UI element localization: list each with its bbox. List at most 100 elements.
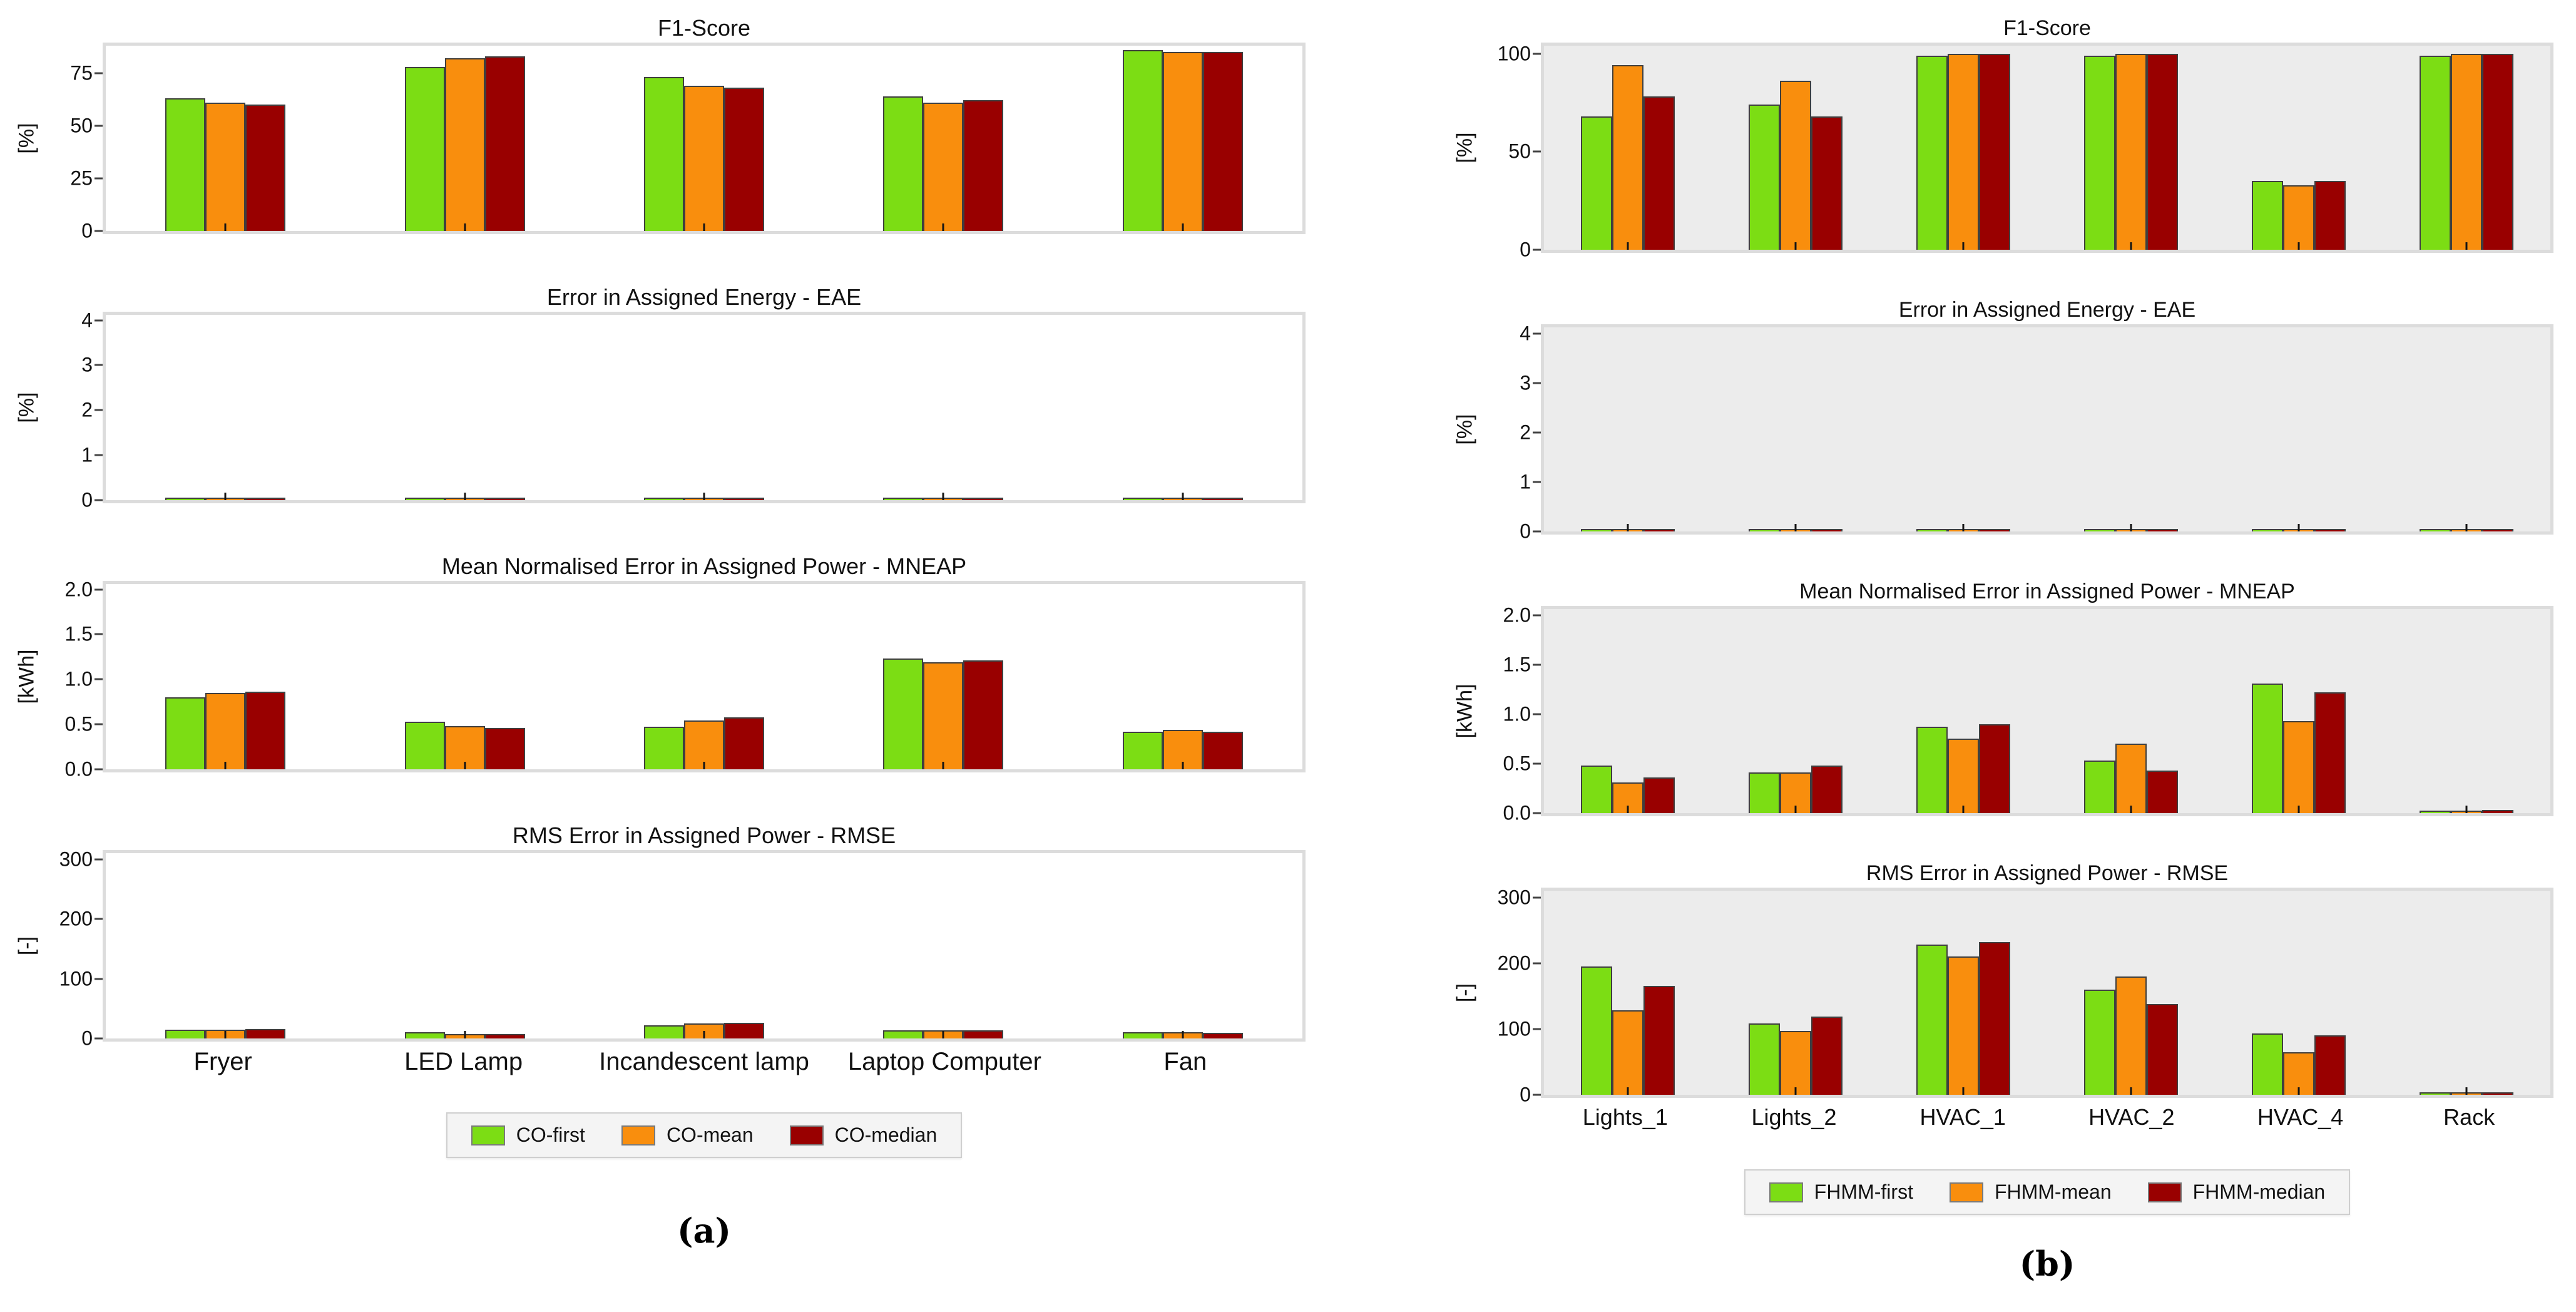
charts-a: F1-Score [%] 0 25 50 75 Error in Assigned Ener… xyxy=(9,14,1306,1076)
y-tick-label: 2.0 xyxy=(64,578,93,601)
bar-FHMM-first xyxy=(2252,1033,2283,1095)
x-tick-mark xyxy=(1182,762,1184,769)
y-tick-label: 50 xyxy=(70,114,93,137)
chart-title: Mean Normalised Error in Assigned Power … xyxy=(441,553,967,579)
bar-FHMM-median xyxy=(2314,1035,2346,1095)
y-tick-label: 0.5 xyxy=(1503,752,1531,775)
x-tick-mark xyxy=(1962,806,1965,813)
y-axis-label: [%] xyxy=(14,123,39,154)
bar-group xyxy=(585,853,824,1038)
x-tick-label: Rack xyxy=(2443,1104,2495,1130)
legend-label: FHMM-mean xyxy=(1994,1181,2112,1203)
x-tick-mark xyxy=(2130,806,2132,813)
chart-a-1: Error in Assigned Energy - EAE [%] 0 1 2 3 4 xyxy=(9,283,1306,511)
y-tick-label: 50 xyxy=(1508,140,1531,163)
y-axis-label: [-] xyxy=(1453,983,1477,1003)
y-tick-label: 75 xyxy=(70,61,93,85)
y-tick-mark xyxy=(1533,713,1541,715)
y-tick-mark xyxy=(1533,762,1541,765)
x-tick-mark xyxy=(1794,1087,1797,1095)
legend-item: FHMM-median xyxy=(2147,1181,2325,1204)
chart-title: F1-Score xyxy=(2003,16,2091,40)
bar-CO-median xyxy=(245,692,286,769)
x-tick-mark xyxy=(224,223,227,231)
x-tick-mark xyxy=(2465,524,2468,531)
bar-group xyxy=(1879,609,2047,813)
chart-body: [%] 0 50 100 xyxy=(1447,42,2553,261)
bar-FHMM-first xyxy=(2084,529,2115,531)
legend-label: CO-first xyxy=(516,1124,585,1146)
bar-CO-mean xyxy=(923,662,964,769)
bar-group xyxy=(345,46,584,231)
chart-body: [%] 0 1 2 3 4 xyxy=(1447,322,2553,543)
chart-body: [%] 0 25 50 75 xyxy=(9,43,1306,242)
chart-body: [kWh] 0.0 0.5 1.0 1.5 2.0 xyxy=(1447,603,2553,824)
bar-group xyxy=(824,853,1063,1038)
bar-FHMM-median xyxy=(2147,771,2178,813)
bar-CO-median xyxy=(484,728,525,769)
legend-swatch xyxy=(621,1125,655,1145)
bar-CO-first xyxy=(644,727,685,769)
bar-CO-median xyxy=(245,105,286,231)
x-tick-label: HVAC_4 xyxy=(2257,1104,2344,1130)
bar-group xyxy=(1712,891,1879,1095)
y-tick-label: 100 xyxy=(1497,42,1531,65)
x-tick-mark xyxy=(1794,242,1797,250)
bar-CO-median xyxy=(1202,1033,1243,1038)
plot-area xyxy=(103,581,1306,772)
bar-CO-first xyxy=(165,1030,206,1038)
x-tick-mark xyxy=(2465,1087,2468,1095)
legend-swatch xyxy=(1769,1182,1803,1202)
y-tick-label: 4 xyxy=(81,309,93,332)
plot-area xyxy=(103,43,1306,234)
bar-group xyxy=(2383,891,2550,1095)
y-tick-mark xyxy=(1533,53,1541,55)
x-tick-mark xyxy=(942,1031,944,1038)
x-tick-mark xyxy=(2130,1087,2132,1095)
bar-FHMM-first xyxy=(2420,811,2451,813)
x-tick-mark xyxy=(1627,1087,1629,1095)
bar-CO-median xyxy=(963,498,1004,500)
legend-item: FHMM-mean xyxy=(1949,1181,2112,1204)
bar-group xyxy=(1712,609,1879,813)
bar-group xyxy=(824,46,1063,231)
y-tick-mark xyxy=(95,768,103,771)
y-axis-label: [kWh] xyxy=(14,649,39,704)
bar-FHMM-median xyxy=(2314,181,2346,250)
y-tick-mark xyxy=(1533,614,1541,616)
bar-CO-median xyxy=(1202,52,1243,231)
bar-group xyxy=(585,315,824,500)
plot-area xyxy=(103,312,1306,503)
y-tick-label: 0 xyxy=(81,488,93,511)
bar-FHMM-first xyxy=(2420,56,2451,250)
bar-group xyxy=(2047,46,2215,250)
x-tick-mark xyxy=(1182,493,1184,500)
y-axis-label: [kWh] xyxy=(1453,684,1477,739)
x-tick-label: LED Lamp xyxy=(404,1048,523,1075)
bar-group xyxy=(2215,46,2383,250)
y-axis: 0.0 0.5 1.0 1.5 2.0 xyxy=(45,578,103,781)
bar-FHMM-median xyxy=(1811,766,1843,813)
bar-FHMM-mean xyxy=(1948,739,1979,813)
y-tick-label: 2.0 xyxy=(1503,603,1531,626)
bar-FHMM-mean xyxy=(2451,54,2482,250)
bar-CO-median xyxy=(963,100,1004,231)
bar-FHMM-first xyxy=(1749,772,1780,813)
bar-group xyxy=(2383,327,2550,531)
bar-group xyxy=(106,46,345,231)
plot-area xyxy=(1541,324,2553,535)
x-tick-label: Fan xyxy=(1163,1048,1207,1075)
y-axis-label-col: [-] xyxy=(9,850,45,1042)
y-tick-mark xyxy=(95,364,103,366)
bar-FHMM-first xyxy=(1749,105,1780,250)
bar-CO-first xyxy=(165,697,206,769)
bar-group xyxy=(824,584,1063,769)
x-tick-mark xyxy=(703,762,705,769)
bar-group xyxy=(1063,46,1302,231)
bar-group xyxy=(345,584,584,769)
legend-a: CO-first CO-mean CO-median xyxy=(103,1112,1306,1158)
x-tick-mark xyxy=(464,762,466,769)
bar-CO-mean xyxy=(684,720,725,769)
bar-FHMM-mean xyxy=(2283,721,2314,813)
